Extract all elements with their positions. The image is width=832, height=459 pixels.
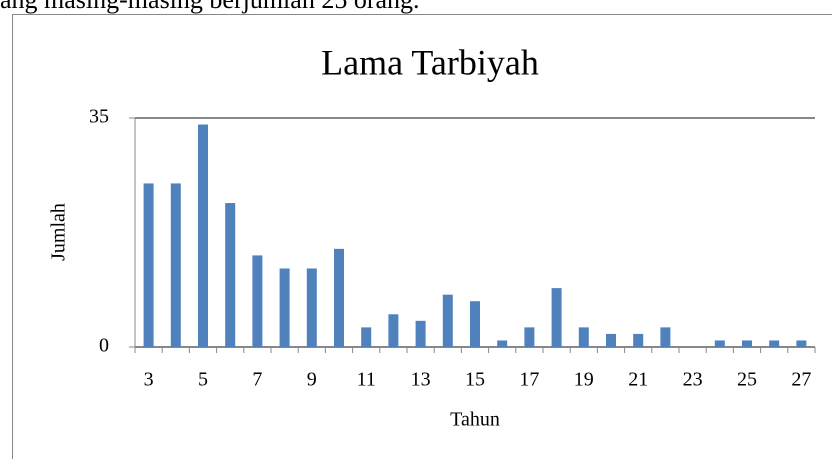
y-axis-label: Jumlah	[48, 203, 70, 261]
x-tick-label: 13	[411, 369, 431, 391]
x-tick-label: 15	[465, 369, 485, 391]
x-tick-label: 11	[357, 369, 376, 391]
bar	[470, 301, 480, 347]
bar	[361, 327, 372, 347]
x-tick-label: 23	[683, 369, 703, 391]
bar	[143, 183, 154, 347]
bar	[198, 124, 208, 348]
bar	[524, 327, 535, 347]
y-tick-label: 0	[99, 335, 109, 357]
x-tick-label: 21	[628, 369, 648, 391]
bar	[742, 340, 752, 347]
bar	[170, 183, 181, 347]
bar	[252, 255, 263, 347]
bar	[334, 248, 344, 347]
x-tick-label: 5	[198, 369, 208, 391]
bar	[279, 268, 290, 347]
chart-title: Lama Tarbiyah	[321, 42, 539, 82]
bar	[551, 288, 562, 347]
bar	[442, 294, 453, 347]
bar	[578, 327, 589, 347]
bar	[606, 333, 616, 347]
x-tick-label: 9	[307, 369, 317, 391]
bar	[769, 340, 780, 347]
x-tick-label: 3	[144, 369, 154, 391]
bar	[714, 340, 725, 347]
bar	[415, 320, 426, 347]
x-tick-label: 25	[737, 369, 757, 391]
text-above: ang masing-masing berjumlah 25 orang.	[0, 0, 420, 14]
bar	[388, 314, 399, 347]
x-tick-label: 17	[519, 369, 539, 391]
bar	[306, 268, 317, 347]
x-tick-label: 7	[252, 369, 262, 391]
x-tick-label: 27	[791, 369, 811, 391]
bar	[796, 340, 807, 347]
x-axis-label: Tahun	[450, 409, 500, 431]
y-tick-label: 35	[89, 106, 109, 128]
bar	[497, 340, 508, 347]
bar	[660, 327, 671, 347]
x-tick-label: 19	[574, 369, 594, 391]
chart-border	[12, 14, 832, 459]
bar	[633, 333, 644, 347]
bar	[225, 203, 236, 347]
